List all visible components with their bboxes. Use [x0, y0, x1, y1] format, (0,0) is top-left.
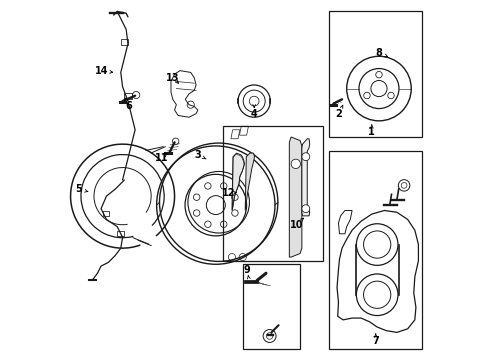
Circle shape — [301, 205, 309, 213]
Bar — [121, 39, 128, 45]
Circle shape — [290, 159, 300, 168]
Text: 5: 5 — [75, 184, 82, 194]
Text: 8: 8 — [375, 48, 382, 58]
Text: 3: 3 — [194, 150, 201, 160]
Text: 4: 4 — [250, 109, 257, 119]
Text: 9: 9 — [243, 265, 250, 275]
Bar — [117, 230, 123, 235]
Text: 13: 13 — [166, 73, 179, 83]
Bar — [124, 93, 131, 99]
Circle shape — [301, 153, 309, 161]
Text: 6: 6 — [125, 102, 132, 112]
Polygon shape — [244, 153, 254, 211]
Polygon shape — [301, 139, 309, 216]
Text: 14: 14 — [95, 66, 108, 76]
Text: 2: 2 — [335, 109, 342, 119]
Polygon shape — [231, 153, 244, 211]
Text: 1: 1 — [367, 127, 374, 136]
Bar — [102, 211, 109, 216]
Text: 12: 12 — [221, 188, 235, 198]
Text: 7: 7 — [372, 336, 378, 346]
Text: 11: 11 — [154, 153, 168, 163]
Polygon shape — [289, 137, 301, 257]
Text: 10: 10 — [289, 220, 303, 230]
